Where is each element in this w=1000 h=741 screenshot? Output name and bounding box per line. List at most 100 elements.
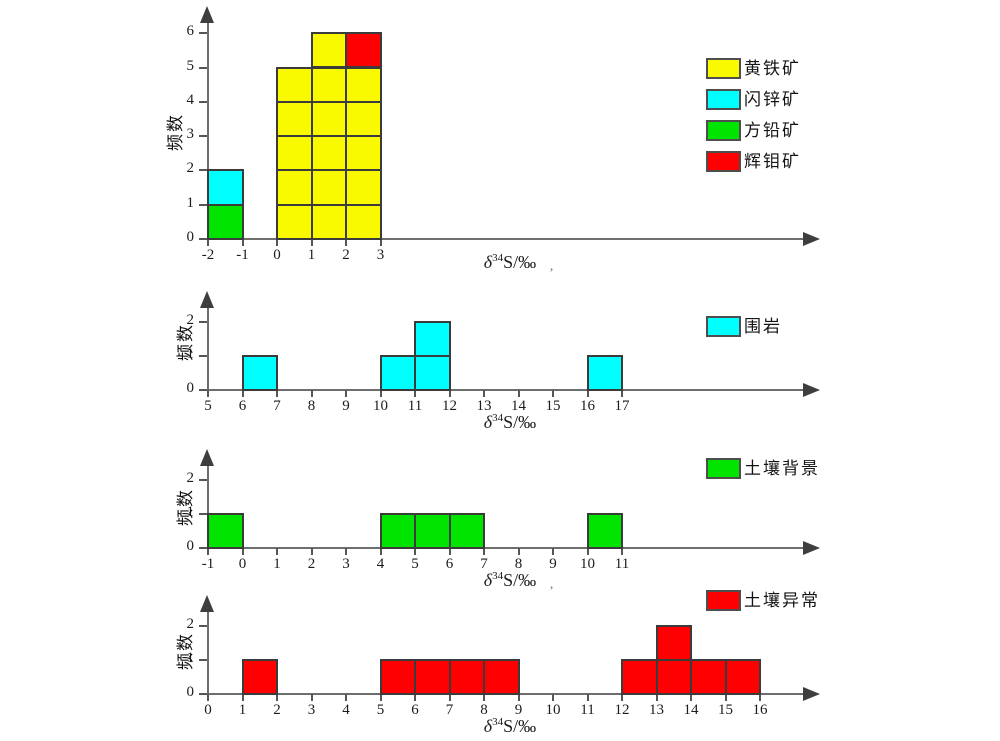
x-tick-label: 6 (238, 398, 247, 414)
legend-label: 黄铁矿 (744, 59, 801, 78)
histogram-cell (655, 659, 692, 695)
y-axis-arrow-icon (200, 291, 214, 308)
x-tick (310, 548, 313, 555)
histogram-cell (310, 32, 347, 69)
y-axis-arrow-icon (200, 6, 214, 23)
legend-label: 土壤背景 (744, 459, 820, 478)
x-tick (345, 694, 347, 701)
x-tick-label: 5 (204, 398, 212, 414)
x-tick (207, 548, 209, 555)
x-tick-label: 10 (545, 702, 561, 718)
histogram-cell (414, 659, 451, 695)
y-tick (199, 32, 207, 35)
axis-unit-text: S/‰ (503, 716, 537, 736)
x-tick (345, 390, 347, 397)
x-tick-label: 7 (445, 702, 454, 718)
histogram-cell (621, 659, 658, 695)
histogram-cell (414, 513, 451, 549)
x-axis-title: δ34S/‰ (452, 570, 568, 591)
x-tick-label: 9 (514, 702, 523, 718)
isotope-mass-superscript: 34 (492, 570, 504, 582)
y-tick-label: 2 (186, 470, 195, 486)
y-axis-arrow-icon (200, 449, 214, 466)
legend-swatch (706, 120, 741, 141)
x-tick (310, 390, 313, 397)
y-tick (199, 203, 207, 206)
x-tick-label: 13 (649, 702, 664, 718)
x-tick-label: 9 (342, 398, 350, 414)
y-tick-label: 0 (186, 684, 195, 700)
y-axis-title: 频数 (176, 632, 195, 670)
x-tick-label: -2 (201, 247, 215, 263)
histogram-cell (207, 203, 244, 240)
x-tick (517, 694, 520, 701)
legend-swatch (706, 590, 741, 611)
x-tick-label: 12 (614, 702, 630, 718)
x-tick (379, 694, 382, 701)
x-tick-label: 10 (580, 556, 595, 572)
histogram-cell (483, 659, 520, 695)
isotope-mass-superscript: 34 (492, 252, 504, 264)
histogram-cell (276, 100, 313, 138)
y-tick (199, 355, 207, 357)
x-tick (241, 390, 244, 397)
y-axis (207, 304, 209, 391)
x-tick-label: 14 (683, 702, 699, 718)
x-axis-arrow-icon (803, 541, 820, 555)
x-tick-label: 13 (476, 398, 492, 414)
x-axis (207, 389, 804, 391)
y-tick-label: 4 (186, 91, 195, 108)
x-tick-label: 8 (480, 702, 488, 718)
y-tick-label: 2 (186, 160, 195, 177)
x-tick (621, 694, 623, 701)
stray-comma-mark: , (550, 576, 554, 591)
histogram-cell (724, 659, 761, 695)
x-tick-label: 6 (411, 702, 419, 718)
x-tick-label: 2 (342, 247, 350, 263)
x-tick (655, 694, 658, 701)
x-tick (552, 694, 554, 701)
x-tick-label: 5 (411, 556, 419, 572)
x-tick-label: 3 (307, 702, 316, 718)
histogram-cell (345, 32, 382, 69)
y-tick-label: 1 (186, 650, 195, 666)
x-tick-label: 4 (342, 702, 350, 718)
x-tick-label: -1 (201, 556, 215, 572)
x-tick-label: 8 (514, 556, 523, 572)
x-tick-label: 6 (445, 556, 454, 572)
x-tick (517, 390, 520, 397)
x-tick-label: 3 (376, 247, 385, 263)
x-tick-label: -1 (236, 247, 249, 263)
x-tick (241, 239, 244, 246)
y-tick-label: 3 (186, 126, 195, 143)
isotope-mass-superscript: 34 (492, 716, 504, 728)
x-tick (414, 390, 416, 397)
x-axis (207, 238, 804, 240)
y-tick (199, 513, 207, 515)
stray-comma-mark: , (550, 258, 554, 273)
y-tick (199, 135, 207, 138)
x-tick-label: 0 (273, 247, 281, 263)
x-tick-label: 7 (273, 398, 281, 414)
histogram-cell (379, 659, 416, 695)
histogram-cell (241, 659, 278, 695)
x-tick (207, 390, 209, 397)
axis-unit-text: S/‰ (503, 570, 537, 590)
histogram-cell (586, 355, 623, 391)
legend-label: 围岩 (744, 317, 782, 336)
x-tick (690, 694, 692, 701)
legend-label: 闪锌矿 (744, 90, 801, 109)
x-tick-label: 10 (373, 398, 388, 414)
y-tick-label: 0 (186, 229, 195, 245)
legend-label: 辉钼矿 (744, 152, 801, 171)
x-tick-label: 11 (614, 556, 630, 572)
y-axis-arrow-icon (200, 595, 214, 612)
x-tick (207, 239, 209, 246)
y-tick-label: 5 (186, 57, 195, 74)
x-tick (276, 548, 278, 555)
histogram-cell (345, 100, 382, 138)
delta-symbol: δ (483, 252, 493, 272)
histogram-cell (690, 659, 727, 695)
y-tick (199, 479, 207, 481)
